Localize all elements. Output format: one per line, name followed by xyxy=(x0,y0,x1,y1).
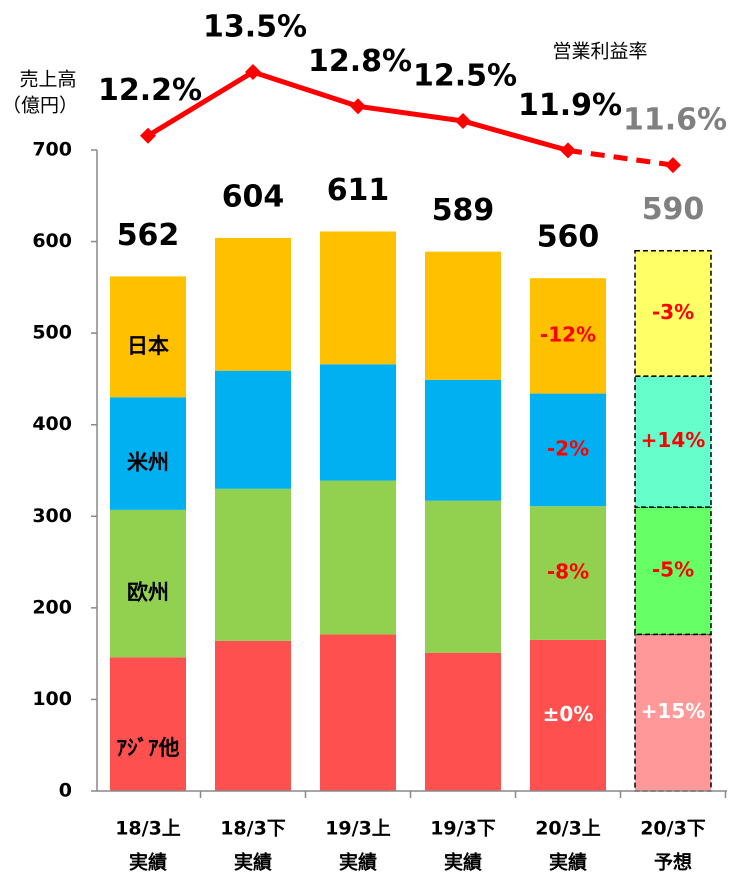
bar-segment xyxy=(215,370,291,489)
bar-segment xyxy=(530,393,606,507)
x-tick-label: 19/3上 xyxy=(325,818,391,840)
bar-segment xyxy=(425,379,501,501)
y-tick-label: 700 xyxy=(32,139,72,161)
legend-label: 日本 xyxy=(127,334,169,358)
line-value-label: 12.2% xyxy=(98,73,202,108)
bar-segment xyxy=(110,509,186,658)
line-marker xyxy=(665,157,681,174)
change-label: +14% xyxy=(641,428,706,452)
bar-segment xyxy=(110,397,186,510)
y-tick-label: 100 xyxy=(32,688,72,710)
legend-label: ｱｼﾞｱ他 xyxy=(117,736,180,760)
total-label: 589 xyxy=(432,193,495,228)
bar-segment xyxy=(634,506,712,636)
change-label: +15% xyxy=(641,699,706,723)
bar-segment xyxy=(320,364,396,481)
bar-segment xyxy=(530,278,606,394)
x-tick-sublabel: 実績 xyxy=(129,851,167,874)
y-tick-label: 300 xyxy=(32,505,72,527)
x-tick-sublabel: 実績 xyxy=(444,851,482,874)
x-tick-sublabel: 実績 xyxy=(234,851,272,874)
bar-segment xyxy=(320,634,396,791)
change-label: -8% xyxy=(547,560,589,584)
bar-segment xyxy=(530,639,606,791)
change-label: -2% xyxy=(547,436,589,460)
y-tick-label: 400 xyxy=(32,413,72,435)
line-value-label: 12.5% xyxy=(413,59,517,94)
x-tick-label: 20/3下 xyxy=(640,818,706,840)
line-value-label: 11.6% xyxy=(623,103,727,138)
legend-label: 欧州 xyxy=(127,581,169,605)
x-tick-sublabel: 実績 xyxy=(339,851,377,874)
x-tick-label: 18/3上 xyxy=(115,818,181,840)
bar-segment xyxy=(110,276,186,398)
bar-segment xyxy=(110,657,186,791)
change-label: -5% xyxy=(652,557,694,581)
bar-segment xyxy=(320,480,396,635)
legend-label: 米州 xyxy=(127,451,169,475)
total-label: 590 xyxy=(642,192,705,227)
change-label: -3% xyxy=(652,300,694,324)
y-tick-label: 600 xyxy=(32,230,72,252)
bar-segment xyxy=(634,633,712,792)
bar-segment xyxy=(634,249,712,377)
y-axis-label: 売上高 xyxy=(19,69,76,91)
line-marker xyxy=(455,113,471,129)
x-tick-sublabel: 実績 xyxy=(549,851,587,874)
total-label: 562 xyxy=(117,218,180,253)
bar-segment xyxy=(215,237,291,371)
x-tick-label: 18/3下 xyxy=(220,818,286,840)
bar-segment xyxy=(425,500,501,653)
bar-segment xyxy=(530,506,606,640)
x-tick-sublabel: 予想 xyxy=(654,851,692,874)
x-tick-label: 19/3下 xyxy=(430,818,496,840)
line-marker xyxy=(350,98,366,115)
line-marker xyxy=(140,127,156,144)
line-marker xyxy=(560,142,576,159)
change-label: -12% xyxy=(540,322,596,346)
bar-segment xyxy=(425,652,501,791)
total-label: 604 xyxy=(222,179,285,214)
y-tick-label: 0 xyxy=(59,780,72,802)
line xyxy=(567,147,674,168)
x-tick-label: 20/3上 xyxy=(535,818,601,840)
y-tick-label: 200 xyxy=(32,596,72,618)
y-axis-label: （億円） xyxy=(2,95,78,117)
bar-segment xyxy=(634,375,712,508)
bar-segment xyxy=(425,251,501,380)
line-value-label: 12.8% xyxy=(308,44,412,79)
line-marker xyxy=(245,64,261,80)
line-value-label: 11.9% xyxy=(518,88,622,123)
bar-segment xyxy=(215,640,291,791)
line-value-label: 13.5% xyxy=(203,10,307,45)
bar-segment xyxy=(320,231,396,365)
total-label: 560 xyxy=(537,220,600,255)
change-label: ±0% xyxy=(543,702,594,726)
line-legend: 営業利益率 xyxy=(552,41,647,63)
y-tick-label: 500 xyxy=(32,322,72,344)
bar-segment xyxy=(215,488,291,641)
total-label: 611 xyxy=(327,173,390,208)
